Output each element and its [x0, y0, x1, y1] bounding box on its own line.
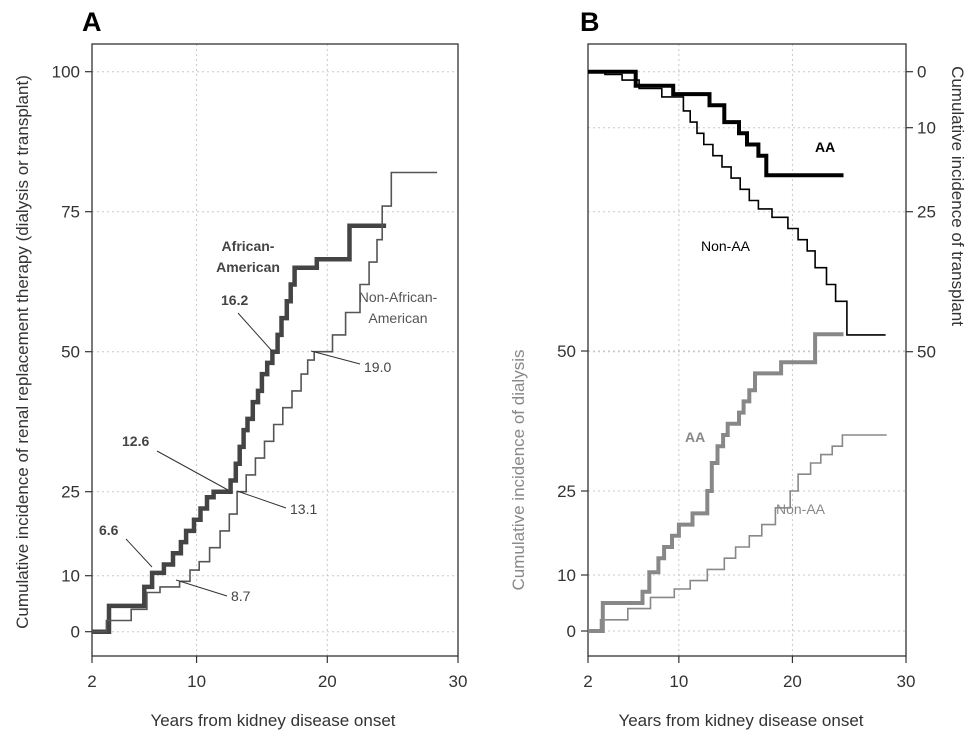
label-transplant-aa: AA	[815, 139, 835, 155]
panel-b-left-tick-label-50: 50	[557, 342, 576, 361]
panel-b-transplant-non-aa	[588, 70, 886, 336]
label-non-african-american-line2: American	[368, 310, 427, 326]
annotation-19-0: 19.0	[364, 359, 391, 375]
panel-b-right-tick-label-10: 10	[917, 119, 936, 138]
panel-b-dialysis-aa	[588, 332, 844, 633]
panel-a-series	[92, 171, 438, 634]
label-african-american-line2: American	[216, 259, 280, 275]
panel-a: 2 10 20 30 0 10 25 50 75 100 6.6 12.6 16.2 8.7 13…	[13, 43, 468, 730]
panel-a-frame	[91, 43, 459, 657]
panel-a-annotations: 6.6 12.6 16.2 8.7 13.1 19.0 African- Ame…	[99, 238, 438, 604]
label-african-american-line1: African-	[222, 238, 275, 254]
panel-b-ticks: 2 10 20 30 0 10 25 50 0 10 25 50	[557, 63, 936, 691]
panel-a-letter: A	[82, 7, 102, 37]
panel-a-ytick-label-0: 0	[71, 623, 80, 642]
label-dialysis-aa: AA	[685, 429, 705, 445]
panel-b-dialysis-non-aa	[588, 434, 887, 632]
label-transplant-non-aa: Non-AA	[701, 238, 751, 254]
panel-b-right-tick-label-25: 25	[917, 203, 936, 222]
panel-b-xtick-label-20: 20	[783, 672, 802, 691]
annotation-6-6: 6.6	[99, 522, 119, 538]
panel-a-series-african-american	[92, 223, 387, 634]
panel-b-series	[588, 69, 887, 633]
panel-b-right-tick-label-50: 50	[917, 343, 936, 362]
panel-a-ytick-label-75: 75	[61, 203, 80, 222]
panel-b-xlabel: Years from kidney disease onset	[618, 711, 863, 730]
leader-line-16-2	[237, 312, 273, 352]
leader-line-6-6	[125, 538, 153, 568]
panel-a-ytick-label-10: 10	[61, 567, 80, 586]
panel-b-xtick-label-2: 2	[583, 672, 592, 691]
panel-b-transplant-aa	[588, 69, 844, 178]
annotation-12-6: 12.6	[122, 433, 149, 449]
panel-a-ytick-label-50: 50	[61, 343, 80, 362]
panel-a-ytick-label-25: 25	[61, 483, 80, 502]
panel-a-xlabel: Years from kidney disease onset	[150, 711, 395, 730]
panel-b-ylabel-right: Cumulative incidence of transplant	[948, 66, 967, 326]
leader-line-19-0	[310, 350, 361, 365]
annotation-16-2: 16.2	[221, 292, 248, 308]
annotation-8-7: 8.7	[231, 588, 251, 604]
leader-line-12-6	[156, 450, 229, 491]
panel-b-ylabel-left: Cumulative incidence of dialysis	[509, 350, 528, 591]
label-non-african-american-line1: Non-African-	[359, 289, 438, 305]
panel-b-left-tick-label-0: 0	[567, 622, 576, 641]
panel-b-xtick-label-30: 30	[897, 672, 916, 691]
panel-b-labels: AA Non-AA AA Non-AA	[685, 139, 835, 517]
label-dialysis-non-aa: Non-AA	[776, 501, 826, 517]
panel-b: 2 10 20 30 0 10 25 50 0 10 25 50 AA Non-AA AA Non-A…	[509, 43, 967, 730]
panel-a-ticks: 2 10 20 30 0 10 25 50 75 100	[52, 63, 468, 691]
panel-a-xtick-label-10: 10	[187, 672, 206, 691]
panel-a-xtick-label-2: 2	[87, 672, 96, 691]
panel-b-frame	[587, 43, 907, 657]
panel-a-xtick-label-20: 20	[318, 672, 337, 691]
leader-line-8-7	[175, 579, 228, 597]
panel-b-left-tick-label-10: 10	[557, 566, 576, 585]
panel-a-series-non-african-american	[92, 171, 438, 633]
annotation-13-1: 13.1	[290, 501, 317, 517]
panel-b-right-tick-label-0: 0	[917, 63, 926, 82]
panel-b-letter: B	[580, 7, 600, 37]
panel-a-xtick-label-30: 30	[449, 672, 468, 691]
panel-b-left-tick-label-25: 25	[557, 482, 576, 501]
panel-b-xtick-label-10: 10	[669, 672, 688, 691]
panel-a-ylabel: Cumulative incidence of renal replacemen…	[13, 75, 32, 629]
leader-line-13-1	[236, 490, 287, 509]
panel-a-ytick-label-100: 100	[52, 63, 80, 82]
